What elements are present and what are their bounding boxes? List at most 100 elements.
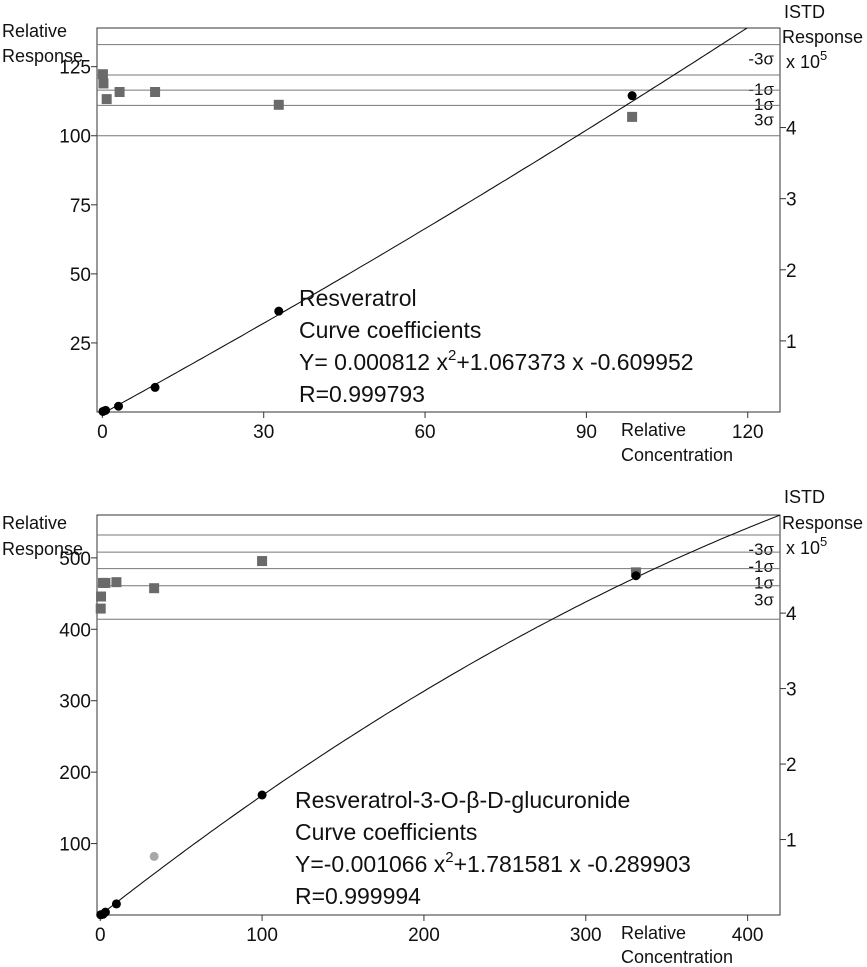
left-axis-tick-label: 25 xyxy=(70,334,91,355)
outlier-point xyxy=(149,851,159,861)
right-axis-tick-label: 2 xyxy=(786,755,797,776)
calibration-point xyxy=(101,405,111,415)
x-axis-tick-label: 30 xyxy=(253,422,274,443)
istd-point xyxy=(100,577,111,588)
left-axis-tick-label: 500 xyxy=(59,549,91,570)
left-axis-label-line1: Relative xyxy=(2,513,67,533)
right-axis-ticks: 1 2 3 4 xyxy=(780,119,797,353)
calibration-point xyxy=(274,306,284,316)
sigma-label: -3σ xyxy=(748,50,774,69)
fit-curve xyxy=(105,28,749,412)
sigma-label: -3σ xyxy=(748,540,774,559)
istd-point xyxy=(111,577,122,588)
right-axis-label-line1: ISTD xyxy=(784,2,825,22)
x-axis-label-line2: Concentration xyxy=(621,445,733,465)
istd-point xyxy=(150,87,161,97)
right-axis-tick-label: 1 xyxy=(786,831,797,852)
calibration-point xyxy=(631,571,641,581)
outlier-points xyxy=(149,851,159,861)
right-axis-ticks: 1 2 3 4 xyxy=(780,604,797,852)
x-axis-label-line2: Concentration xyxy=(621,947,733,967)
compound-name: Resveratrol xyxy=(299,285,417,311)
plot-area-frame xyxy=(96,514,781,916)
curve-coefficients-label: Curve coefficients xyxy=(295,819,477,845)
right-axis-tick-label: 3 xyxy=(786,190,797,211)
istd-point xyxy=(627,111,638,122)
calibration-point xyxy=(150,382,160,392)
left-axis-label-line2: Response xyxy=(2,539,83,559)
sigma-label: 3σ xyxy=(754,591,774,610)
equation-exponent: 2 xyxy=(445,849,453,866)
right-axis-tick-label: 1 xyxy=(786,332,797,353)
x-axis-ticks: 0 100 200 300 400 xyxy=(95,915,764,946)
x-axis-tick-label: 90 xyxy=(576,422,597,443)
glucuronide-panel: Relative Response ISTD Response x 105 Re… xyxy=(2,487,863,967)
left-axis-tick-label: 200 xyxy=(59,763,91,784)
left-axis-tick-label: 100 xyxy=(59,127,91,148)
calibration-curve xyxy=(100,515,780,915)
calibration-point xyxy=(257,790,267,800)
equation-part-a: Y=-0.001066 x xyxy=(295,851,446,877)
right-axis-label-line2: Response xyxy=(782,513,863,533)
calibration-points xyxy=(98,91,637,416)
x-axis-label-line1: Relative xyxy=(621,420,686,440)
x-axis-tick-label: 0 xyxy=(95,925,106,946)
curve-equation: Y= 0.000812 x2+1.067373 x -0.609952 xyxy=(299,347,694,375)
fit-curve xyxy=(100,515,780,915)
curve-equation: Y=-0.001066 x2+1.781581 x -0.289903 xyxy=(295,849,691,877)
x-axis-tick-label: 200 xyxy=(408,925,440,946)
left-axis-ticks: 100 200 300 400 500 xyxy=(59,549,97,856)
sigma-label: -1σ xyxy=(748,557,774,576)
calibration-point xyxy=(111,899,121,909)
istd-point xyxy=(95,603,106,614)
calibration-points xyxy=(96,571,641,920)
x-axis-ticks: 0 30 60 90 120 xyxy=(97,412,764,443)
sigma-label: 1σ xyxy=(754,574,774,593)
left-axis-tick-label: 50 xyxy=(70,265,91,286)
compound-name: Resveratrol-3-O-β-D-glucuronide xyxy=(295,787,630,813)
equation-part-a: Y= 0.000812 x xyxy=(299,349,448,375)
plot-area-frame xyxy=(96,27,781,413)
left-axis-tick-label: 75 xyxy=(70,196,91,217)
left-axis-tick-label: 100 xyxy=(59,835,91,856)
left-axis-label-line2: Response xyxy=(2,46,83,66)
equation-part-b: +1.781581 x -0.289903 xyxy=(454,851,691,877)
istd-point xyxy=(273,99,284,110)
right-axis-tick-label: 3 xyxy=(786,680,797,701)
sigma-label: -1σ xyxy=(748,80,774,99)
multiplier-base: x 10 xyxy=(786,52,820,72)
curve-coefficients-label: Curve coefficients xyxy=(299,317,481,343)
calibration-curve xyxy=(105,28,749,412)
istd-point xyxy=(101,94,112,105)
left-axis-tick-label: 125 xyxy=(59,58,91,79)
right-axis-tick-label: 2 xyxy=(786,261,797,282)
equation-exponent: 2 xyxy=(448,347,456,364)
istd-point xyxy=(98,78,109,89)
right-axis-multiplier: x 105 xyxy=(786,534,827,558)
x-axis-tick-label: 300 xyxy=(570,925,602,946)
r-value: R=0.999793 xyxy=(299,381,425,407)
right-axis-multiplier: x 105 xyxy=(786,48,827,72)
left-axis-ticks: 25 50 75 100 125 xyxy=(59,58,97,355)
istd-point xyxy=(257,556,268,567)
istd-response-points xyxy=(95,556,641,614)
istd-point xyxy=(149,583,160,594)
left-axis-label-line1: Relative xyxy=(2,21,67,41)
x-axis-tick-label: 60 xyxy=(414,422,435,443)
istd-response-points xyxy=(97,69,638,122)
right-axis-tick-label: 4 xyxy=(786,604,797,625)
x-axis-label-line1: Relative xyxy=(621,923,686,943)
left-axis-tick-label: 400 xyxy=(59,620,91,641)
r-value: R=0.999994 xyxy=(295,883,421,909)
istd-point xyxy=(114,87,125,97)
x-axis-tick-label: 400 xyxy=(732,925,764,946)
istd-point xyxy=(97,69,108,80)
multiplier-exponent: 5 xyxy=(820,534,827,549)
x-axis-tick-label: 120 xyxy=(732,422,764,443)
x-axis-tick-label: 100 xyxy=(246,925,278,946)
calibration-point xyxy=(114,401,124,411)
